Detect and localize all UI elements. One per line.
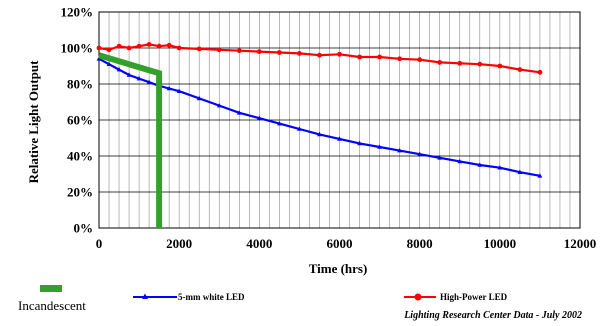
y-axis-title: Relative Light Output <box>26 60 41 183</box>
tick-labels: 0% 20% 40% 60% 80% 100% 120% 0 2000 4000 6000 8000 1… <box>61 5 597 252</box>
plot-frame-rect <box>98 11 581 229</box>
data-point <box>116 67 122 72</box>
series-group <box>96 42 543 228</box>
data-point <box>457 60 463 66</box>
y-tick-label: 60% <box>67 113 93 128</box>
y-tick-label: 40% <box>67 149 93 164</box>
data-point <box>146 42 152 47</box>
data-point <box>317 131 322 137</box>
x-tick-label: 6000 <box>327 236 353 251</box>
y-tick-label: 20% <box>67 185 93 200</box>
data-point <box>457 158 463 164</box>
x-tick-label: 8000 <box>407 236 433 251</box>
data-point <box>437 60 443 65</box>
x-tick-label: 4000 <box>246 236 272 251</box>
data-point <box>176 45 182 51</box>
data-point <box>256 115 262 120</box>
data-point <box>166 85 172 91</box>
legend-label-white-led: 5-mm white LED <box>178 292 245 302</box>
data-point <box>166 42 172 48</box>
data-point <box>176 88 182 93</box>
data-point <box>297 126 302 131</box>
data-point <box>146 79 152 84</box>
x-tick-label: 10000 <box>484 236 517 251</box>
data-point <box>517 67 523 72</box>
data-point <box>337 136 342 141</box>
y-tick-label: 100% <box>61 41 94 56</box>
data-point <box>196 46 202 52</box>
x-tick-label: 0 <box>96 236 103 251</box>
data-point <box>517 169 523 174</box>
plot-frame <box>98 11 581 229</box>
legend-swatch-incandescent <box>40 285 62 292</box>
data-point <box>236 48 242 54</box>
data-point <box>126 45 132 51</box>
legend-label-high-power-led: High-Power LED <box>440 292 508 302</box>
data-point <box>537 69 543 75</box>
data-point <box>377 54 382 60</box>
data-point <box>216 103 222 108</box>
data-point <box>126 72 132 77</box>
data-point <box>437 155 443 160</box>
data-point <box>216 47 222 53</box>
y-tick-label: 80% <box>67 77 93 92</box>
data-point <box>106 47 112 53</box>
data-point <box>256 49 262 54</box>
data-point <box>276 50 282 55</box>
data-point <box>477 162 483 167</box>
y-tick-label: 0% <box>74 221 94 236</box>
data-point <box>497 165 503 170</box>
data-point <box>297 51 302 56</box>
data-point <box>106 61 112 66</box>
data-point <box>337 51 342 57</box>
data-point <box>477 61 483 67</box>
data-point <box>537 173 543 178</box>
x-axis-title: Time (hrs) <box>309 261 368 276</box>
data-point <box>116 43 122 49</box>
legend-marker-white-led <box>142 293 148 299</box>
data-point <box>357 54 362 60</box>
legend-label-incandescent: Incandescent <box>18 298 86 313</box>
legend: Incandescent 5-mm white LED High-Power LED <box>18 285 508 313</box>
data-point <box>156 43 162 49</box>
data-point <box>96 56 102 61</box>
data-point <box>136 43 142 49</box>
data-point <box>497 63 503 69</box>
data-point <box>417 57 423 63</box>
x-tick-label: 2000 <box>166 236 192 251</box>
legend-marker-high-power-led <box>414 293 422 301</box>
data-point <box>397 56 403 62</box>
data-point <box>96 45 102 51</box>
data-point <box>236 110 242 115</box>
data-point <box>397 148 403 153</box>
series-line-incandescent <box>98 52 163 228</box>
data-point <box>417 151 423 156</box>
x-tick-label: 12000 <box>564 236 597 251</box>
source-note: Lighting Research Center Data - July 200… <box>403 310 582 321</box>
data-point <box>136 76 142 81</box>
data-point <box>276 121 282 126</box>
data-point <box>196 95 202 101</box>
y-tick-label: 120% <box>61 5 94 20</box>
data-point <box>317 52 322 58</box>
data-point <box>377 144 382 149</box>
data-point <box>357 140 362 146</box>
